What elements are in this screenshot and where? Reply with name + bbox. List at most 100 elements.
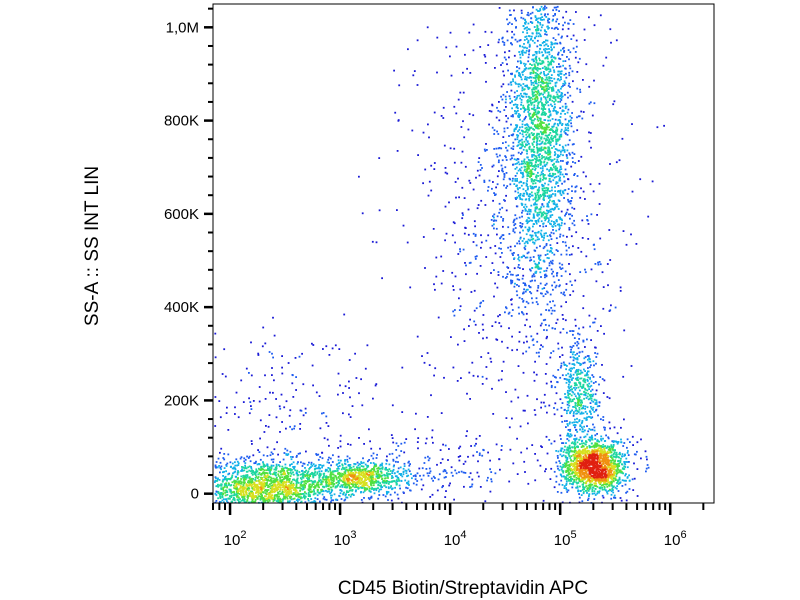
event-dot — [615, 451, 618, 454]
event-dot — [224, 375, 227, 378]
event-dot — [537, 74, 540, 76]
event-dot — [594, 488, 597, 490]
event-dot — [564, 476, 567, 478]
event-dot — [472, 454, 475, 457]
event-dot — [529, 117, 531, 120]
event-dot — [535, 59, 538, 62]
event-dot — [302, 487, 305, 490]
event-dot — [222, 457, 225, 459]
event-dot — [225, 412, 228, 414]
event-dot — [561, 149, 564, 152]
event-dot — [466, 67, 468, 70]
event-dot — [281, 366, 283, 369]
event-dot — [526, 76, 529, 79]
event-dot — [566, 35, 569, 38]
event-dot — [218, 501, 221, 503]
event-dot — [243, 460, 246, 463]
event-dot — [548, 123, 550, 125]
event-dot — [573, 480, 575, 483]
event-dot — [547, 25, 549, 28]
event-dot — [524, 245, 527, 247]
event-dot — [550, 160, 553, 163]
event-dot — [522, 192, 525, 195]
event-dot — [544, 96, 547, 99]
event-dot — [553, 486, 556, 489]
event-dot — [545, 232, 547, 235]
event-dot — [536, 127, 539, 130]
event-dot — [503, 44, 506, 46]
event-dot — [349, 443, 352, 446]
event-dot — [555, 81, 558, 84]
event-dot — [558, 90, 561, 93]
event-dot — [621, 463, 623, 466]
event-dot — [500, 85, 503, 88]
event-dot — [530, 187, 532, 189]
event-dot — [546, 257, 549, 259]
event-dot — [542, 108, 545, 110]
event-dot — [566, 235, 568, 238]
event-dot — [520, 166, 523, 169]
event-dot — [264, 501, 267, 503]
event-dot — [560, 87, 562, 90]
event-dot — [491, 262, 494, 264]
event-dot — [552, 225, 554, 228]
event-dot — [428, 467, 431, 470]
event-dot — [354, 490, 357, 493]
event-dot — [530, 71, 533, 74]
event-dot — [301, 465, 304, 467]
event-dot — [560, 194, 563, 196]
event-dot — [584, 394, 587, 397]
event-dot — [538, 81, 540, 84]
event-dot — [516, 158, 519, 160]
event-dot — [223, 478, 226, 481]
event-dot — [328, 490, 330, 493]
event-dot — [550, 88, 553, 91]
event-dot — [588, 494, 590, 497]
event-dot — [515, 198, 517, 200]
event-dot — [569, 345, 572, 348]
event-dot — [586, 433, 589, 436]
event-dot — [540, 71, 543, 74]
event-dot — [553, 162, 555, 165]
event-dot — [548, 70, 551, 73]
event-dot — [551, 186, 553, 189]
event-dot — [574, 424, 576, 426]
event-dot — [306, 464, 309, 466]
event-dot — [566, 149, 569, 152]
event-dot — [493, 216, 495, 219]
event-dot — [545, 33, 548, 36]
event-dot — [543, 160, 546, 163]
event-dot — [612, 443, 615, 446]
event-dot — [345, 486, 348, 489]
event-dot — [223, 453, 226, 455]
event-dot — [547, 101, 549, 103]
event-dot — [609, 309, 612, 312]
event-dot — [457, 253, 460, 255]
event-dot — [548, 324, 550, 327]
event-dot — [510, 134, 513, 136]
event-dot — [214, 492, 217, 495]
event-dot — [498, 38, 500, 41]
event-dot — [517, 109, 519, 112]
event-dot — [545, 329, 548, 332]
event-dot — [246, 476, 248, 479]
event-dot — [576, 485, 579, 488]
event-dot — [531, 274, 534, 277]
event-dot — [539, 254, 542, 257]
event-dot — [348, 359, 351, 361]
event-dot — [520, 92, 522, 95]
event-dot — [561, 35, 563, 38]
event-dot — [544, 57, 547, 60]
event-dot — [515, 217, 518, 220]
event-dot — [533, 241, 536, 244]
event-dot — [344, 494, 347, 497]
event-dot — [567, 409, 570, 412]
event-dot — [428, 457, 431, 460]
event-dot — [575, 45, 578, 48]
event-dot — [397, 119, 400, 121]
event-dot — [563, 294, 566, 297]
event-dot — [587, 438, 590, 441]
event-dot — [583, 361, 586, 364]
event-dot — [337, 459, 340, 462]
event-dot — [342, 412, 344, 415]
